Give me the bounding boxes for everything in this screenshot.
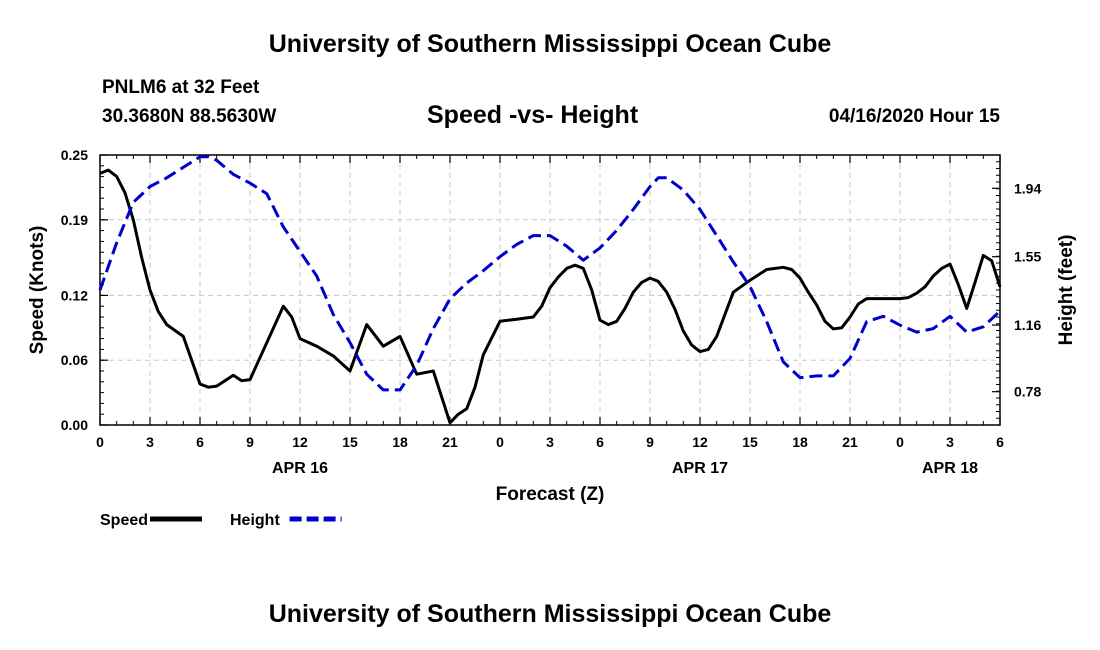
y-right-tick-label: 0.78	[1014, 384, 1041, 400]
x-tick-label: 6	[596, 434, 604, 450]
x-tick-label: 12	[292, 434, 308, 450]
axes: 0 3 6 9 12 15 18 21 0 3 6 9 12 15 18 21 0 3 6 APR 16 APR 17 A…	[61, 147, 1042, 477]
x-tick-label: 3	[546, 434, 554, 450]
x-tick-label: 15	[742, 434, 758, 450]
date-label: APR 16	[272, 460, 328, 477]
station-coordinates: 30.3680N 88.5630W	[102, 106, 277, 127]
x-tick-label: 3	[946, 434, 954, 450]
x-tick-label: 0	[496, 434, 504, 450]
date-label: APR 18	[922, 460, 978, 477]
legend: Speed Height	[100, 512, 342, 529]
x-tick-label: 18	[392, 434, 408, 450]
y-axis-left-label: Speed (Knots)	[27, 226, 48, 355]
x-tick-label: 3	[146, 434, 154, 450]
x-tick-label: 18	[792, 434, 808, 450]
y-left-tick-label: 0.19	[61, 212, 88, 228]
y-left-tick-label: 0.06	[61, 352, 88, 368]
x-tick-label: 21	[442, 434, 458, 450]
series	[98, 155, 1002, 425]
x-tick-label: 12	[692, 434, 708, 450]
date-label: APR 17	[672, 460, 728, 477]
speed-series-line	[99, 168, 1002, 425]
y-left-tick-label: 0.12	[61, 287, 88, 303]
y-right-tick-label: 1.94	[1014, 180, 1041, 196]
legend-label-height: Height	[230, 512, 280, 529]
y-axis-right-label: Height (feet)	[1056, 235, 1077, 346]
x-tick-label: 9	[646, 434, 654, 450]
y-left-tick-label: 0.25	[61, 147, 88, 163]
x-tick-label: 6	[196, 434, 204, 450]
y-right-tick-label: 1.16	[1014, 317, 1041, 333]
x-tick-label: 21	[842, 434, 858, 450]
station-name: PNLM6 at 32 Feet	[102, 77, 260, 98]
x-tick-label: 0	[896, 434, 904, 450]
footer-title: University of Southern Mississippi Ocean…	[268, 600, 832, 628]
chart-subtitle: Speed -vs- Height	[427, 101, 639, 129]
x-tick-label: 6	[996, 434, 1004, 450]
y-right-tick-label: 1.55	[1014, 249, 1041, 265]
x-tick-label: 15	[342, 434, 358, 450]
x-tick-label: 0	[96, 434, 104, 450]
x-tick-label: 9	[246, 434, 254, 450]
height-series-line	[98, 155, 1002, 392]
forecast-timestamp: 04/16/2020 Hour 15	[828, 106, 1000, 127]
x-axis-label: Forecast (Z)	[496, 484, 605, 505]
legend-label-speed: Speed	[100, 512, 148, 529]
main-title: University of Southern Mississippi Ocean…	[268, 30, 832, 58]
y-left-tick-label: 0.00	[61, 417, 88, 433]
